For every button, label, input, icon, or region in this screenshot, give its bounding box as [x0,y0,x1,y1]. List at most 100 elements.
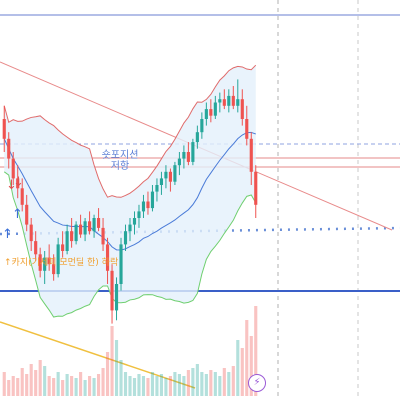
candle-body [96,218,101,228]
candle-body [231,95,235,106]
candle [105,237,110,284]
volume-bar [83,380,87,396]
candle-body [2,119,6,139]
candle [195,125,199,149]
volume-bar [168,376,172,396]
band-middle-line [3,131,256,251]
resistance-label-line1: 숏포지션 [101,150,139,161]
candle-body [249,138,253,172]
volume-bar [79,372,83,396]
candle-body [213,102,217,116]
volume-bar [52,378,56,396]
candle [168,168,172,192]
candlesticks [2,79,258,324]
candle-body [254,171,258,205]
volume-bar [25,374,29,396]
candle [101,218,105,251]
volume-bar [61,380,65,396]
entry-annotation: ↑카지(기세피 모먼딜 한) 하락 [4,258,119,268]
candle [182,145,186,169]
candle-body [88,221,92,232]
candle [61,231,65,258]
candle [79,214,83,238]
lightning-icon[interactable]: ⚡ [248,374,266,392]
candle-body [227,95,231,106]
candle [200,112,204,139]
candle-body [38,254,42,271]
volume-bar [123,372,128,396]
candle [34,231,38,261]
candle-body [141,201,146,212]
candle [29,218,33,251]
volume-bar [7,380,11,396]
candle [249,132,253,185]
candle [231,86,235,110]
candle [43,251,47,284]
candle [52,254,56,281]
candle-body [79,224,83,235]
candle-body [43,257,47,271]
volume-bar [204,374,208,396]
volume-bar [195,364,199,396]
candle [150,185,155,212]
volume-bar [240,348,244,396]
candle [236,79,240,113]
candle [186,142,190,166]
candle-body [29,224,33,242]
candle [11,152,15,185]
volume-bar [191,368,195,396]
resistance-annotation: 숏포지션 저항 [96,150,144,172]
candle [173,161,177,185]
volume-bar [114,340,119,396]
candle-body [11,158,15,179]
candle-body [92,218,96,232]
candle-body [195,132,199,143]
candle-body [114,284,119,311]
volume-bar [141,376,146,396]
candle [56,237,60,278]
band-upper-line [3,64,257,198]
candle [128,218,132,242]
volume-bar [56,372,60,396]
candle-body [204,109,208,119]
volume-bar [186,370,190,396]
candle-body [101,227,105,245]
candle [47,244,51,271]
candle-body [150,191,155,209]
candle [209,99,213,123]
candle-body [240,99,244,119]
volume-bar [155,376,159,396]
candle [164,165,168,189]
candle [218,92,222,113]
candle-body [182,152,186,159]
volume-bar [159,374,164,396]
volume-bar [146,378,150,396]
volume-bar [38,360,42,396]
signal-arrow-up-2: ↑ [12,207,23,222]
candle-body [218,99,222,103]
volume-bar [213,372,217,396]
candle [191,138,195,166]
candle [2,105,6,152]
candle-body [132,218,137,225]
candle-body [173,165,177,182]
candle [119,237,123,291]
candle-body [56,244,60,275]
candle-body [20,188,24,205]
volume-bar [236,340,240,396]
volume-bar [227,372,231,396]
volume-bar [182,376,186,396]
candle-body [16,178,20,189]
candle-body [137,211,141,218]
candle-body [47,257,51,265]
candle-body [119,244,123,284]
volume-bar [16,378,20,396]
resistance-label-line2: 저항 [110,161,130,172]
volume-bar [245,320,249,396]
volume-bar [96,374,101,396]
volume-bar [88,376,92,396]
candle-body [74,224,78,242]
candle-body [186,152,190,162]
candle [132,211,137,235]
